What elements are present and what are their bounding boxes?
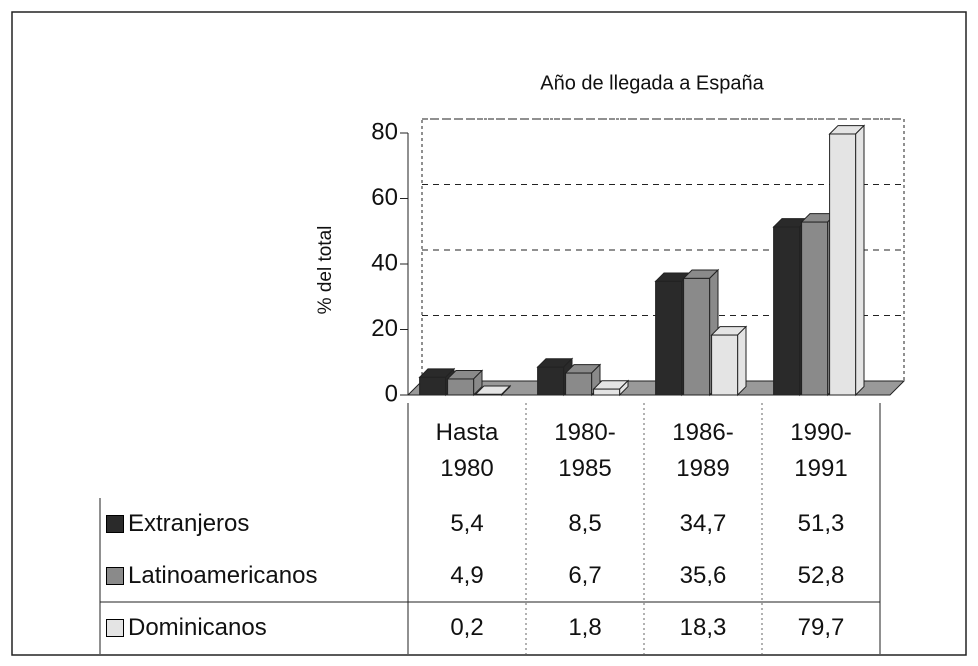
table-value: 8,5 (568, 510, 602, 537)
bar-side (855, 124, 865, 397)
bar (475, 393, 503, 396)
legend-entry: Dominicanos (106, 602, 408, 654)
chart-title: Año de llegada a España (540, 72, 764, 94)
table-value: 51,3 (797, 510, 845, 537)
y-tick-label: 80 (371, 118, 398, 145)
bar-side (737, 325, 747, 397)
bar (801, 221, 829, 396)
table-value: 4,9 (450, 562, 484, 589)
bar (683, 277, 711, 396)
bar (447, 378, 475, 396)
legend-swatch (106, 515, 124, 533)
legend-label: Extranjeros (128, 510, 250, 537)
bar (419, 376, 447, 396)
bar (565, 372, 593, 396)
table-value: 34,7 (679, 510, 727, 537)
legend-entry: Extranjeros (106, 498, 408, 550)
frame (11, 11, 967, 656)
category-label: 1990-1991 (790, 418, 852, 482)
bar (711, 334, 739, 396)
category-label: 1986-1989 (672, 418, 734, 482)
bar (655, 280, 683, 396)
legend-swatch (106, 567, 124, 585)
bar (829, 133, 857, 396)
table-value: 1,8 (568, 614, 602, 641)
category-label: Hasta 1980 (435, 418, 499, 482)
bar (593, 388, 621, 396)
category-label: 1980-1985 (554, 418, 616, 482)
table-value: 6,7 (568, 562, 602, 589)
bar (537, 366, 565, 396)
y-tick-label: 0 (385, 380, 398, 407)
table-value: 52,8 (797, 562, 845, 589)
table-value: 0,2 (450, 614, 484, 641)
legend-entry: Latinoamericanos (106, 550, 408, 602)
y-tick-label: 20 (371, 315, 398, 342)
table-value: 35,6 (679, 562, 727, 589)
legend-swatch (106, 619, 124, 637)
table-value: 18,3 (679, 614, 727, 641)
table-value: 5,4 (450, 510, 484, 537)
legend-label: Dominicanos (128, 614, 267, 641)
bar (773, 226, 801, 396)
y-axis-label: % del total (315, 226, 336, 315)
legend-label: Latinoamericanos (128, 562, 318, 589)
table-value: 79,7 (797, 614, 845, 641)
y-tick-label: 60 (371, 184, 398, 211)
y-tick-label: 40 (371, 249, 398, 276)
